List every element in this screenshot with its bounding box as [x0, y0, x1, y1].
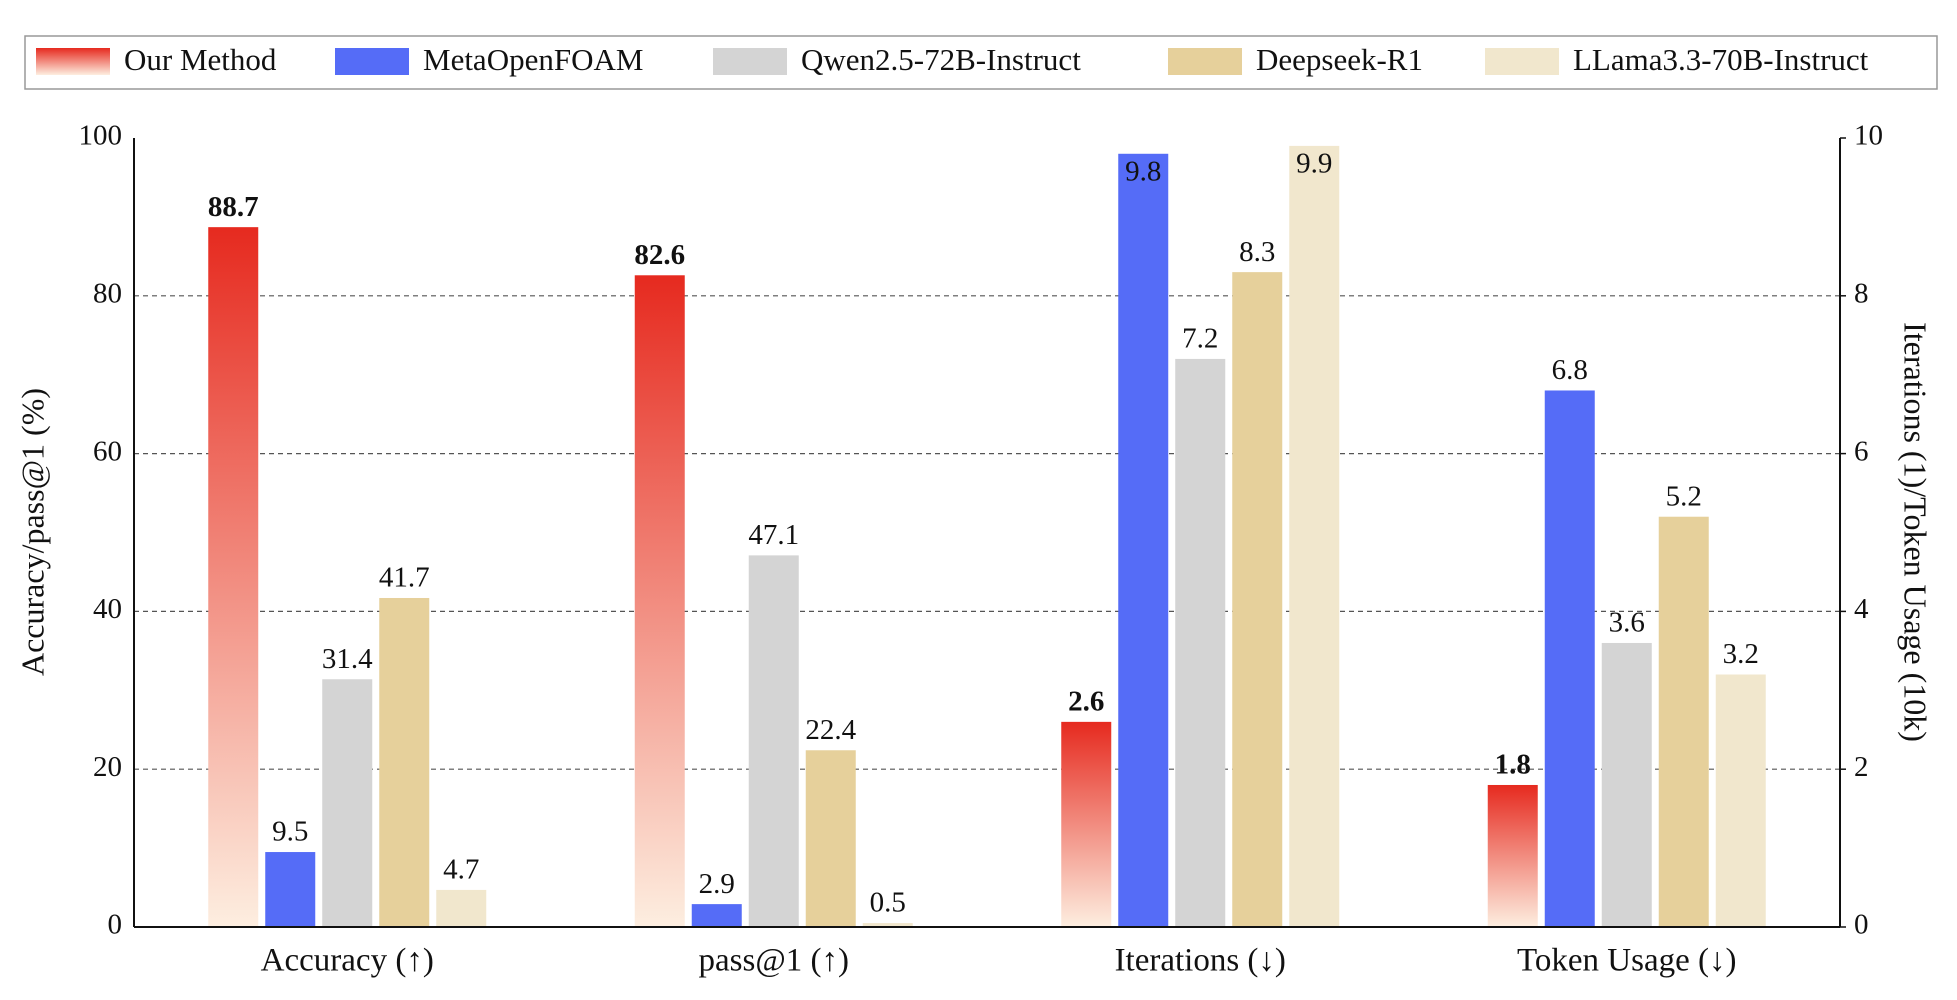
legend-label: LLama3.3-70B-Instruct	[1573, 42, 1869, 77]
bar	[379, 597, 430, 927]
y2-tick-label: 10	[1854, 120, 1883, 152]
y-tick-label: 60	[93, 435, 122, 467]
bar	[691, 904, 742, 927]
value-label: 9.5	[272, 816, 308, 848]
value-label: 82.6	[634, 239, 685, 271]
value-label: 7.2	[1182, 323, 1218, 355]
legend-swatch	[713, 48, 787, 75]
y-tick-label: 80	[93, 277, 122, 309]
value-label: 47.1	[748, 519, 799, 551]
legend-label: Our Method	[124, 42, 277, 77]
x-tick-label: Accuracy (↑)	[261, 943, 434, 979]
bar	[1175, 358, 1226, 927]
bar	[805, 750, 856, 927]
bar	[1658, 516, 1709, 927]
bar	[1544, 390, 1595, 928]
bar	[862, 923, 913, 927]
y2-tick-label: 4	[1854, 593, 1869, 625]
value-label: 3.6	[1609, 607, 1645, 639]
y-axis-label: Accuracy/pass@1 (%)	[14, 388, 50, 676]
value-label: 6.8	[1552, 354, 1588, 386]
value-label: 0.5	[870, 887, 906, 919]
legend-swatch	[1485, 48, 1559, 75]
x-tick-label: pass@1 (↑)	[699, 943, 849, 979]
y2-axis-label: Iterations (1)/Token Usage (10k)	[1898, 322, 1934, 742]
bar	[1487, 784, 1538, 927]
value-label: 4.7	[443, 854, 479, 886]
y-tick-label: 100	[79, 120, 123, 152]
value-label: 41.7	[379, 562, 430, 594]
legend-label: Qwen2.5-72B-Instruct	[801, 42, 1081, 77]
bar	[1289, 145, 1340, 927]
x-tick-label: Iterations (↓)	[1115, 943, 1286, 979]
bar	[1601, 642, 1652, 927]
value-label: 2.6	[1068, 686, 1104, 718]
value-label: 1.8	[1495, 749, 1531, 781]
value-label: 88.7	[208, 191, 259, 223]
bar	[1061, 721, 1112, 927]
y2-tick-label: 2	[1854, 751, 1869, 783]
y-tick-label: 20	[93, 751, 122, 783]
legend-label: Deepseek-R1	[1256, 42, 1423, 77]
value-label: 3.2	[1723, 638, 1759, 670]
value-label: 2.9	[699, 868, 735, 900]
legend-label: MetaOpenFOAM	[423, 42, 643, 77]
bar	[265, 852, 316, 927]
bar	[748, 555, 799, 927]
y-tick-label: 0	[108, 909, 123, 941]
bar	[1118, 153, 1169, 927]
bar	[1715, 674, 1766, 927]
y-tick-label: 40	[93, 593, 122, 625]
y2-tick-label: 8	[1854, 277, 1869, 309]
bar	[634, 275, 685, 927]
bar	[322, 679, 373, 927]
value-label: 9.9	[1296, 148, 1332, 180]
bar	[208, 227, 259, 928]
legend-swatch	[335, 48, 409, 75]
legend-swatch	[1168, 48, 1242, 75]
legend-swatch	[36, 48, 110, 75]
value-label: 22.4	[805, 714, 856, 746]
value-label: 8.3	[1239, 236, 1275, 268]
x-tick-label: Token Usage (↓)	[1517, 943, 1736, 979]
value-label: 9.8	[1125, 155, 1161, 187]
value-label: 31.4	[322, 643, 373, 675]
y2-tick-label: 0	[1854, 909, 1869, 941]
value-label: 5.2	[1666, 480, 1702, 512]
bar	[1232, 272, 1283, 927]
bar	[436, 889, 487, 927]
y2-tick-label: 6	[1854, 435, 1869, 467]
